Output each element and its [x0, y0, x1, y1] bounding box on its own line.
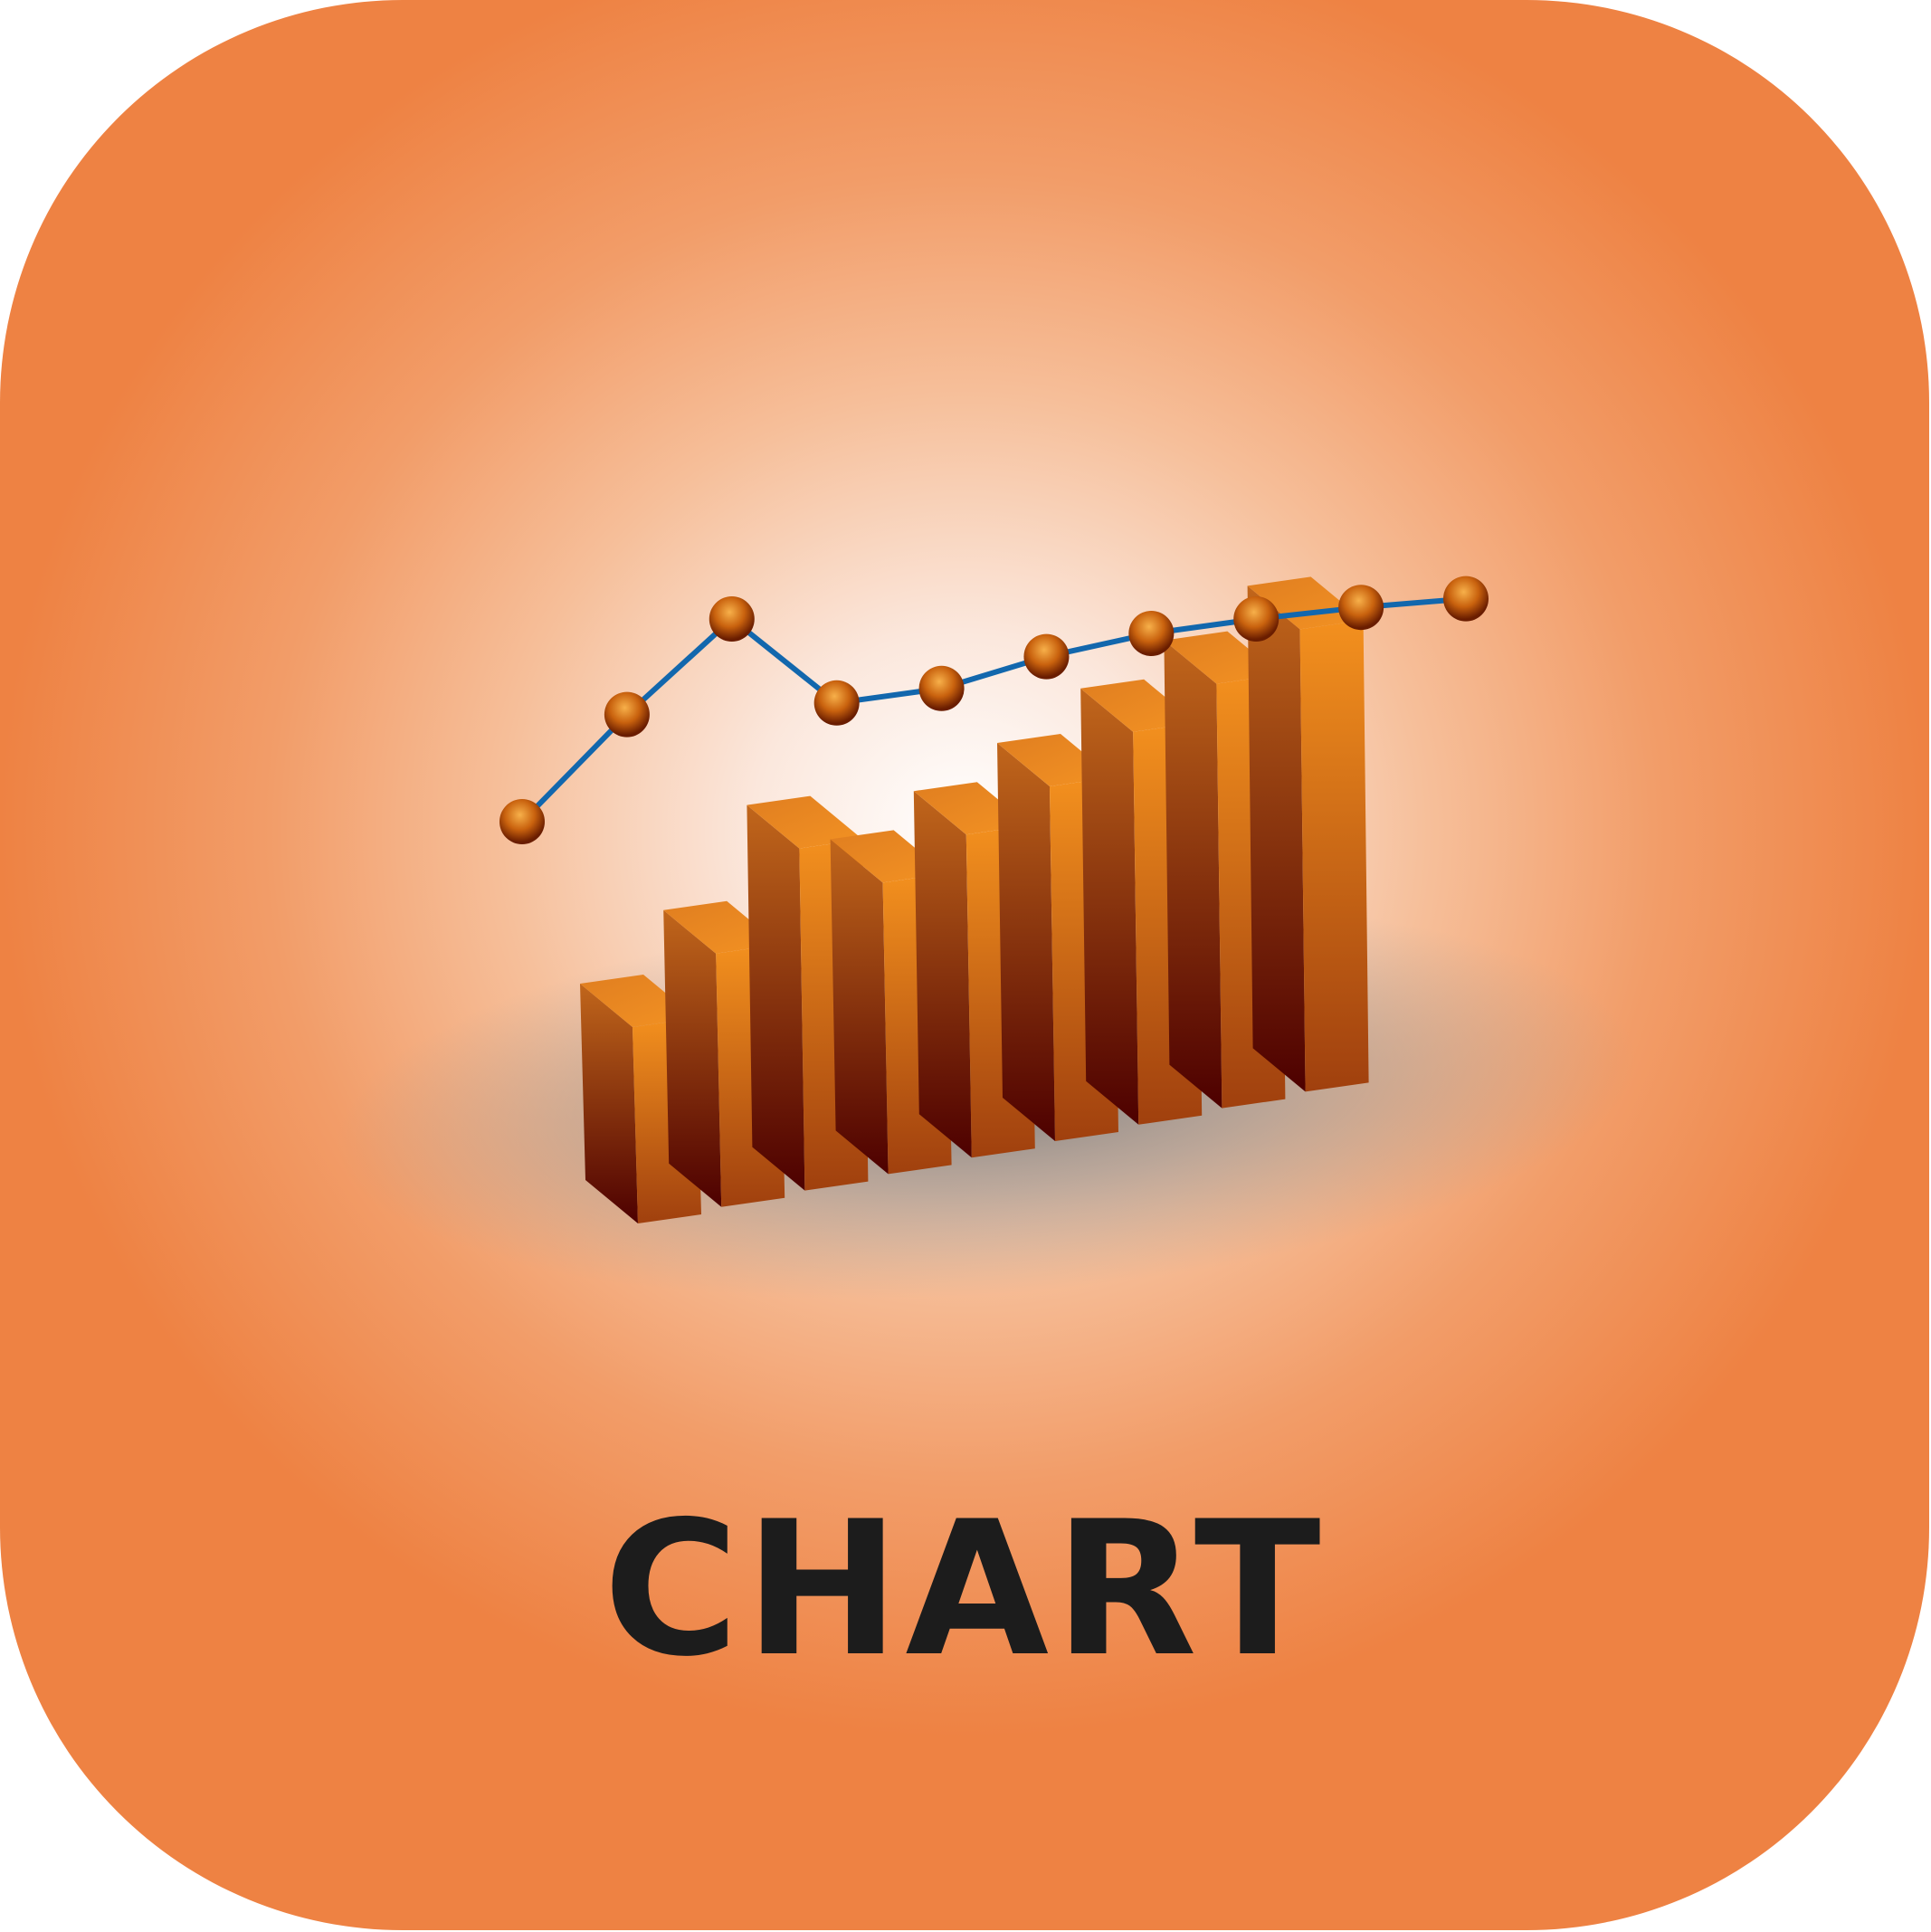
icon-label: CHART [603, 1482, 1327, 1698]
bar-top-face [1247, 576, 1364, 630]
trend-marker [813, 680, 860, 726]
trend-marker [1443, 576, 1489, 622]
trend-marker [709, 596, 755, 642]
trend-marker [499, 799, 545, 844]
trend-marker [1023, 633, 1070, 680]
bar-side-face [663, 909, 722, 1207]
bars-group [580, 576, 1369, 1223]
bar [1247, 576, 1369, 1092]
trend-marker [604, 691, 650, 738]
bar-front-face [1299, 620, 1369, 1092]
bar-side-face [1164, 640, 1222, 1109]
bar-side-face [580, 984, 638, 1223]
markers-group [499, 576, 1489, 844]
bar-side-face [913, 791, 972, 1158]
bar-side-face [1247, 585, 1306, 1092]
bar-side-face [747, 804, 805, 1191]
bar-side-face [830, 839, 889, 1175]
bar-side-face [997, 743, 1055, 1141]
trend-marker [1338, 585, 1384, 631]
trend-marker [918, 665, 965, 711]
trend-marker [1233, 596, 1279, 642]
bar-side-face [1080, 688, 1139, 1125]
trend-marker [1128, 611, 1175, 656]
trend-line [519, 595, 1467, 824]
bar-top-face [747, 795, 863, 849]
